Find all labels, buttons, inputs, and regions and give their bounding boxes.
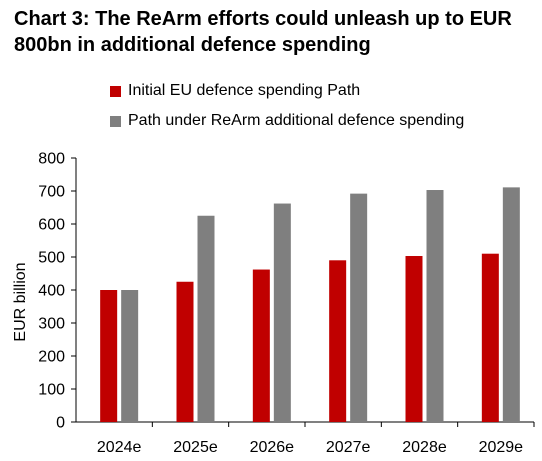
y-tick-label: 700	[38, 184, 65, 201]
legend: Initial EU defence spending Path Path un…	[110, 76, 464, 136]
bar-rearm-2026e	[273, 203, 291, 422]
legend-swatch-grey	[110, 115, 121, 127]
x-tick-label: 2024e	[97, 439, 142, 456]
y-tick-label: 500	[38, 250, 65, 267]
y-tick-label: 100	[38, 382, 65, 399]
legend-item-initial-path: Initial EU defence spending Path	[110, 76, 464, 106]
y-tick-label: 400	[38, 283, 65, 300]
x-tick-label: 2029e	[479, 439, 524, 456]
bar-initial-2027e	[329, 260, 347, 422]
bar-rearm-2025e	[197, 215, 215, 422]
bar-initial-2028e	[405, 256, 423, 422]
bar-initial-2026e	[252, 269, 270, 422]
bar-rearm-2028e	[426, 190, 444, 422]
x-tick-label: 2025e	[173, 439, 218, 456]
legend-item-rearm-path: Path under ReArm additional defence spen…	[110, 106, 464, 136]
bar-initial-2024e	[100, 290, 118, 422]
y-tick-label: 800	[38, 151, 65, 168]
y-tick-label: 200	[38, 349, 65, 366]
bar-initial-2029e	[481, 253, 499, 422]
bar-rearm-2027e	[350, 193, 368, 422]
chart-title: Chart 3: The ReArm efforts could unleash…	[14, 8, 512, 56]
legend-label: Initial EU defence spending Path	[128, 82, 361, 99]
y-tick-label: 600	[38, 217, 65, 234]
x-tick-label: 2026e	[250, 439, 295, 456]
legend-label: Path under ReArm additional defence spen…	[128, 112, 465, 129]
x-tick-label: 2027e	[326, 439, 371, 456]
y-axis-title: EUR billion	[12, 262, 29, 341]
bar-initial-2025e	[176, 281, 194, 422]
legend-swatch-red	[110, 85, 121, 97]
bar-rearm-2024e	[121, 290, 139, 422]
y-tick-label: 300	[38, 316, 65, 333]
bar-rearm-2029e	[502, 187, 520, 422]
y-tick-label: 0	[56, 415, 65, 432]
x-tick-label: 2028e	[402, 439, 447, 456]
